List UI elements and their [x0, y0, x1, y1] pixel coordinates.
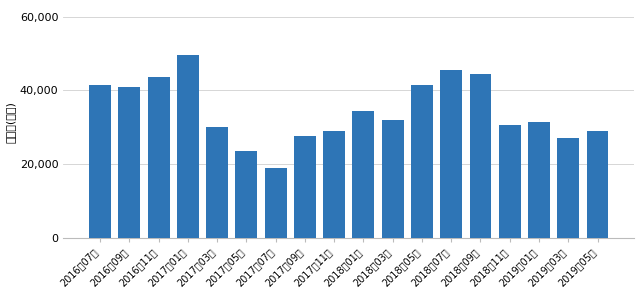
Bar	[411, 85, 433, 238]
Bar	[499, 125, 521, 238]
Bar	[528, 122, 550, 238]
Bar	[206, 127, 228, 238]
Bar	[440, 70, 462, 238]
Bar	[148, 77, 170, 238]
Bar	[353, 111, 374, 238]
Bar	[236, 151, 257, 238]
Bar	[118, 87, 140, 238]
Bar	[557, 138, 579, 238]
Bar	[89, 85, 111, 238]
Bar	[265, 168, 287, 238]
Bar	[586, 131, 609, 238]
Y-axis label: 거래량(건수): 거래량(건수)	[6, 101, 15, 143]
Bar	[323, 131, 345, 238]
Bar	[381, 120, 404, 238]
Bar	[294, 136, 316, 238]
Bar	[177, 55, 199, 238]
Bar	[470, 74, 492, 238]
